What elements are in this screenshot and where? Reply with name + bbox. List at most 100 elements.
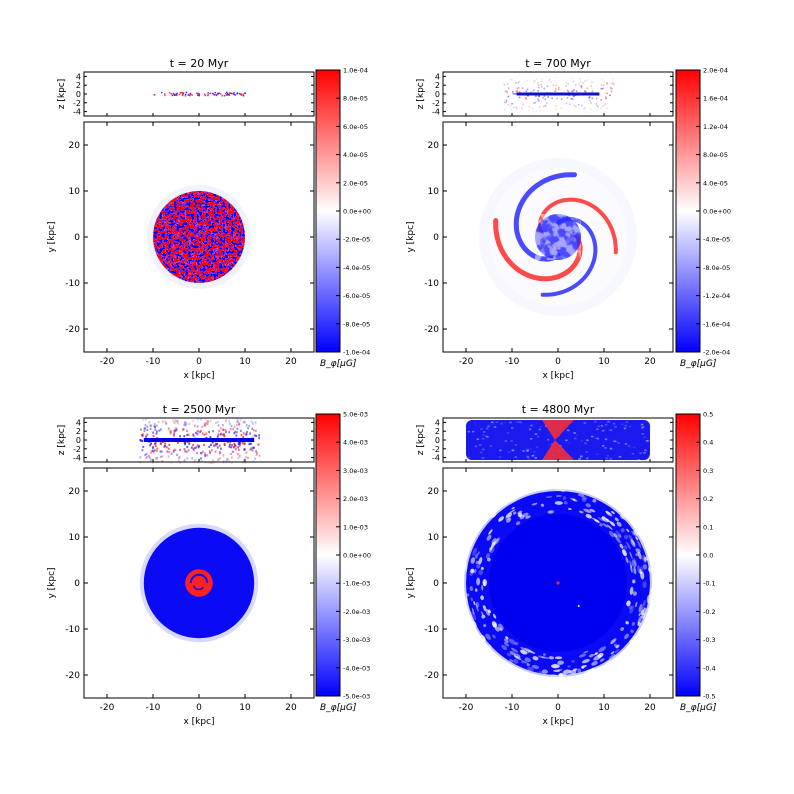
edge-on-cell xyxy=(591,97,594,100)
edge-on-cell xyxy=(590,112,592,114)
edge-on-cell xyxy=(573,95,575,98)
edge-on-cell xyxy=(161,455,164,458)
ring-filament xyxy=(635,536,639,541)
edge-on-cell xyxy=(225,430,227,434)
ring-filament xyxy=(488,529,493,535)
edge-on-cell xyxy=(603,103,606,106)
z-tick-label: -4 xyxy=(73,454,81,463)
edge-on-cell xyxy=(503,109,505,112)
edge-on-cell xyxy=(524,97,527,99)
edge-on-cell xyxy=(584,80,586,82)
ring-filament xyxy=(598,646,607,653)
edge-on-cell xyxy=(183,421,186,424)
edge-on-cell xyxy=(482,448,485,451)
edge-on-cell xyxy=(222,428,225,431)
z-tick-label: -2 xyxy=(73,99,81,108)
ring-filament xyxy=(581,497,587,502)
edge-on-cell xyxy=(217,92,219,95)
y-tick-label: 0 xyxy=(74,579,80,589)
edge-on-cell xyxy=(207,94,209,97)
edge-on-cell xyxy=(209,443,212,446)
edge-on-cell xyxy=(610,421,613,423)
edge-on-cell xyxy=(186,433,189,437)
ring-filament xyxy=(510,498,517,503)
edge-on-cell xyxy=(239,429,242,432)
edge-on-cell xyxy=(168,450,171,454)
z-tick-label: -2 xyxy=(432,445,440,454)
edge-on-cell xyxy=(193,424,196,427)
edge-on-cell xyxy=(230,92,233,95)
edge-on-cell xyxy=(252,446,255,449)
edge-on-cell xyxy=(198,94,201,97)
y-axis-label: y [kpc] xyxy=(47,567,57,598)
edge-on-cell xyxy=(597,425,600,428)
edge-on-cell xyxy=(238,422,240,425)
edge-on-cell xyxy=(571,77,574,80)
edge-on-cell xyxy=(514,444,518,446)
ring-filament xyxy=(626,528,630,533)
edge-on-cell xyxy=(610,87,612,89)
edge-on-cell xyxy=(641,433,644,435)
edge-on-cell xyxy=(579,78,581,80)
ring-filament xyxy=(554,501,563,505)
edge-on-cell xyxy=(467,430,471,433)
edge-on-cell xyxy=(197,94,199,97)
edge-on-cell xyxy=(215,94,218,96)
colorbar-tick-label: -0.1 xyxy=(703,580,716,588)
edge-on-cell xyxy=(602,110,604,113)
edge-on-cell xyxy=(254,421,257,424)
z-tick-label: 0 xyxy=(435,90,440,99)
edge-on-cell xyxy=(214,422,217,425)
edge-on-cell xyxy=(155,432,158,435)
ring-filament xyxy=(486,534,492,541)
edge-on-cell xyxy=(178,455,181,459)
ring-filament xyxy=(511,507,515,510)
ring-filament xyxy=(586,515,594,520)
edge-on-cell xyxy=(571,98,574,100)
edge-on-cell xyxy=(507,95,510,98)
ring-filament xyxy=(636,548,641,554)
edge-on-cell xyxy=(529,438,533,440)
edge-on-cell xyxy=(163,93,166,95)
edge-on-cell xyxy=(200,429,202,432)
ring-filament xyxy=(548,511,553,514)
edge-on-cell xyxy=(482,434,485,436)
edge-on-cell xyxy=(538,428,542,431)
ring-filament xyxy=(469,569,474,576)
edge-on-cell xyxy=(526,88,529,91)
edge-on-cell xyxy=(177,422,180,425)
edge-on-cell xyxy=(539,425,542,428)
edge-on-cell xyxy=(591,81,593,84)
edge-on-cell xyxy=(146,455,148,459)
edge-on-cell xyxy=(187,94,190,96)
x-tick-label: 10 xyxy=(239,703,251,713)
edge-on-cell xyxy=(183,424,186,427)
edge-on-cell xyxy=(188,422,191,426)
colorbar: 1.0e-04 8.0e-05 6.0e-05 4.0e-05 2.0e-05 0.0e+… xyxy=(315,67,371,369)
edge-on-cell xyxy=(241,442,244,445)
edge-on-cell xyxy=(209,436,212,439)
edge-on-cell xyxy=(493,426,497,428)
edge-on-cell xyxy=(611,449,615,451)
edge-on-cell xyxy=(590,435,594,438)
edge-on-cell xyxy=(517,82,520,84)
edge-on-cell xyxy=(205,422,207,425)
edge-on-cell xyxy=(538,433,541,435)
edge-on-cell xyxy=(141,439,144,443)
colorbar-tick-label: 2.0e-05 xyxy=(343,179,368,187)
edge-on-cell xyxy=(214,92,217,94)
edge-on-cell xyxy=(258,434,261,437)
edge-on-cell xyxy=(249,448,252,451)
ring-filament xyxy=(498,516,505,522)
edge-on-cell xyxy=(225,460,228,463)
edge-on-cell xyxy=(580,85,583,87)
x-axis-label: x [kpc] xyxy=(183,717,214,727)
ring-filament xyxy=(483,624,487,628)
edge-on-cell xyxy=(603,80,606,83)
edge-on-cell xyxy=(489,445,493,447)
edge-on-cell xyxy=(543,95,546,97)
z-tick-label: 0 xyxy=(76,90,81,99)
ring-filament xyxy=(470,568,475,574)
ring-filament xyxy=(647,567,652,572)
